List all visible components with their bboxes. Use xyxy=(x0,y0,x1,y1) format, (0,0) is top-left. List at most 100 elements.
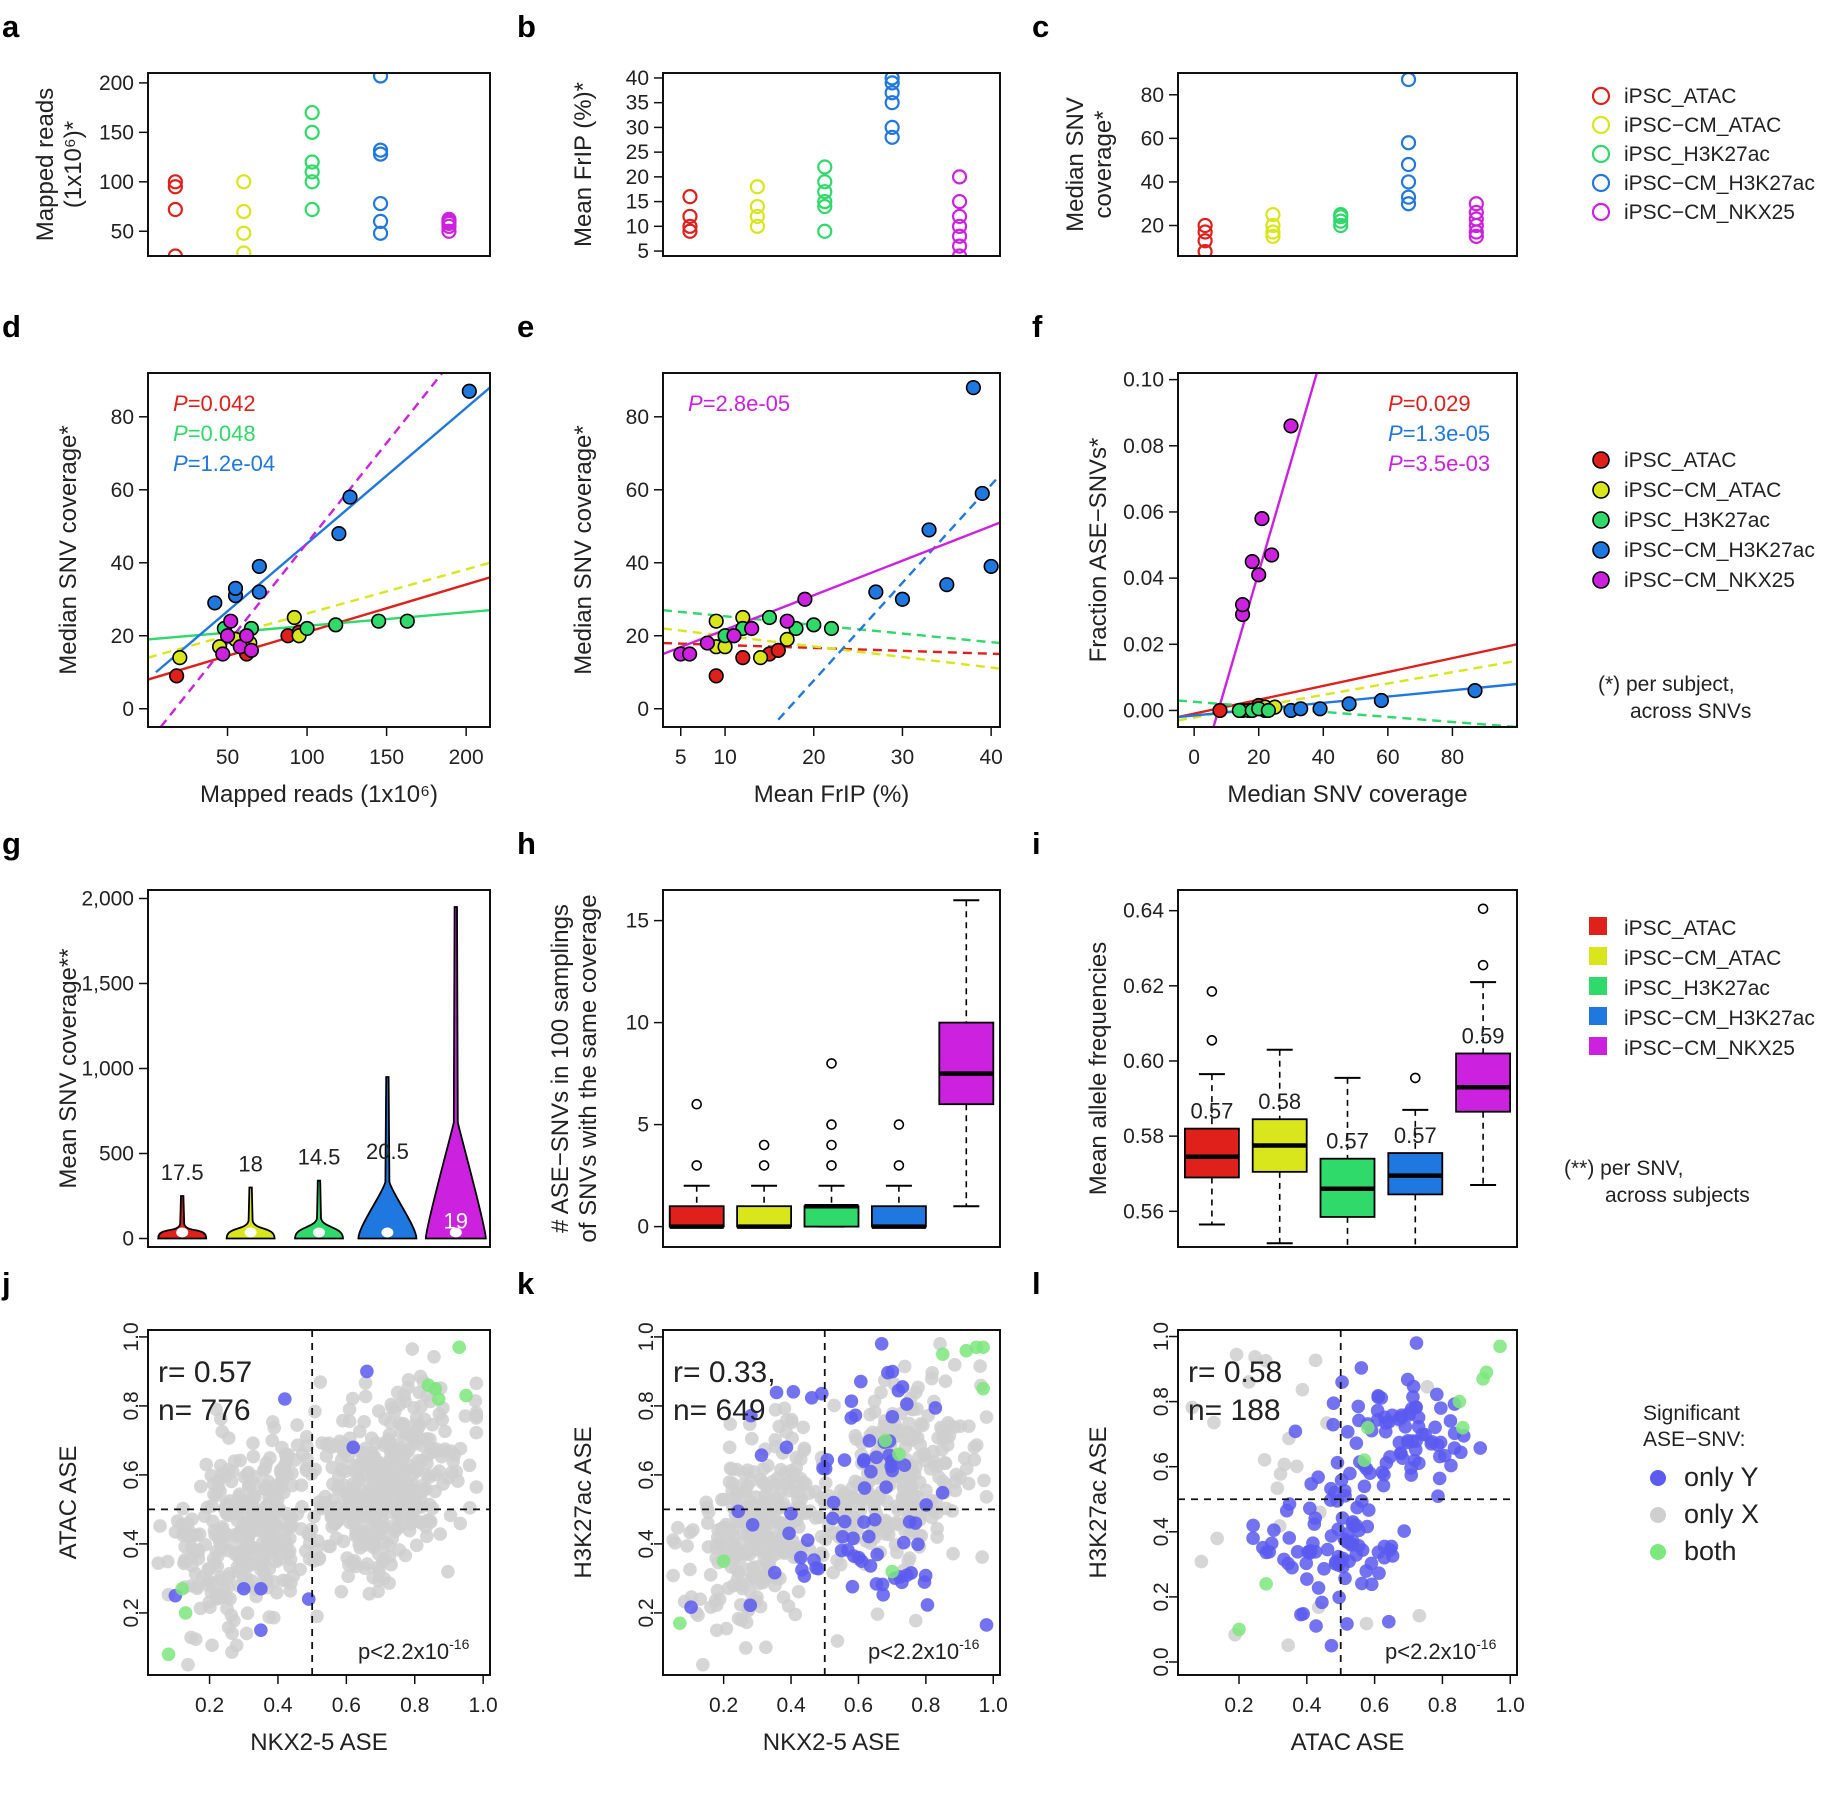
only-x-point xyxy=(666,1568,680,1583)
point-e xyxy=(868,584,884,600)
box-median-label: 0.59 xyxy=(1462,1023,1505,1048)
only-y-point xyxy=(1404,1468,1419,1482)
only-y-point xyxy=(782,1526,796,1541)
y-tick-label-b: 35 xyxy=(626,92,649,115)
only-y-point xyxy=(1354,1494,1369,1508)
point-c xyxy=(1197,217,1213,234)
only-x-point xyxy=(345,1391,360,1406)
x-axis-label-e: Mean FrIP (%) xyxy=(754,781,910,808)
only-y-point xyxy=(826,1495,841,1510)
panel-i: 0.57 0.58 0.57 0.57 0.59 i 0.56 0.58 0.60 0.62 0.6… xyxy=(1032,826,1518,1248)
point-a xyxy=(304,164,320,180)
only-x-point xyxy=(429,1467,443,1482)
point-a xyxy=(304,154,320,170)
sig-legend-label: both xyxy=(1684,1536,1737,1566)
only-y-point xyxy=(1288,1424,1303,1439)
only-x-point xyxy=(246,1436,260,1450)
only-y-point xyxy=(1340,1526,1355,1541)
point-f xyxy=(1312,701,1328,717)
violin-1 xyxy=(157,1195,208,1240)
y-tick-label-b: 30 xyxy=(626,116,649,139)
only-x-point xyxy=(738,1641,753,1655)
point-d xyxy=(251,558,267,575)
only-x-point xyxy=(933,1337,947,1351)
only-x-point xyxy=(403,1512,418,1526)
sig-legend-title-2: ASE−SNV: xyxy=(1643,1428,1746,1451)
violin-median-dot xyxy=(244,1227,257,1238)
only-x-point xyxy=(812,1510,827,1525)
box-h xyxy=(736,1205,792,1228)
y-tick-label-g: 1,000 xyxy=(81,1058,134,1081)
only-y-point xyxy=(867,1512,882,1527)
only-x-point xyxy=(723,1417,738,1431)
only-x-point xyxy=(359,1458,373,1473)
only-x-point xyxy=(729,1462,744,1477)
legend-boxes: iPSC_ATAC iPSC−CM_ATAC iPSC_H3K27ac iPSC−CM… xyxy=(1589,917,1815,1060)
both-point xyxy=(1259,1577,1273,1591)
point-d xyxy=(371,613,387,629)
only-x-point xyxy=(975,1550,989,1564)
only-y-point xyxy=(1360,1519,1375,1534)
only-y-point xyxy=(870,1547,884,1562)
only-x-point xyxy=(855,1494,869,1508)
only-x-point xyxy=(240,1606,255,1621)
only-y-point xyxy=(895,1380,910,1394)
p-value-d: P=0.048 xyxy=(173,421,256,446)
plot-area-b xyxy=(682,73,968,256)
fit-line-d xyxy=(148,561,490,659)
only-y-point xyxy=(1437,1448,1452,1463)
point-c xyxy=(1265,207,1281,223)
point-b xyxy=(749,208,765,225)
y-tick-label-e: 60 xyxy=(626,479,649,502)
box-h xyxy=(668,1205,725,1228)
point-e xyxy=(699,635,715,651)
only-x-point xyxy=(680,1539,694,1553)
point-e xyxy=(744,620,760,637)
only-x-point xyxy=(715,1523,729,1538)
point-b xyxy=(817,159,833,175)
only-y-point xyxy=(1351,1399,1366,1414)
only-y-point xyxy=(1447,1441,1462,1455)
only-x-point xyxy=(389,1461,404,1476)
only-x-point xyxy=(404,1475,419,1490)
only-x-point xyxy=(830,1634,845,1648)
only-x-point xyxy=(745,1498,759,1513)
only-y-point xyxy=(847,1549,861,1563)
p-value-f: P=0.029 xyxy=(1388,391,1471,416)
only-x-point xyxy=(902,1432,917,1447)
sample-n: n= 188 xyxy=(1188,1394,1281,1427)
point-c xyxy=(1400,189,1417,205)
only-x-point xyxy=(700,1516,715,1530)
scatter-dots-k xyxy=(666,1337,994,1672)
outlier-h xyxy=(826,1058,837,1069)
point-f xyxy=(1231,702,1247,719)
only-y-point xyxy=(1300,1572,1314,1586)
only-y-point xyxy=(854,1374,868,1389)
y-axis-label-e: Median SNV coverage* xyxy=(570,425,597,674)
only-x-point xyxy=(283,1531,297,1546)
point-f xyxy=(1467,683,1483,699)
only-x-point xyxy=(427,1349,441,1364)
legend-label: iPSC_H3K27ac xyxy=(1624,143,1770,166)
both-point xyxy=(1452,1394,1467,1409)
point-b xyxy=(817,184,833,200)
only-y-point xyxy=(911,1537,925,1552)
panel-label-i: i xyxy=(1032,826,1041,861)
only-x-point xyxy=(939,1430,954,1445)
x-tick-label-e: 30 xyxy=(891,746,914,769)
only-x-point xyxy=(225,1626,239,1641)
y-axis-label-h: # ASE−SNVs in 100 samplings xyxy=(547,904,574,1233)
panel-label-j: j xyxy=(1,1266,11,1301)
violin-2 xyxy=(225,1186,276,1240)
panel-label-g: g xyxy=(2,826,21,861)
y-axis-label-j: ATAC ASE xyxy=(55,1446,82,1560)
only-x-point xyxy=(796,1420,811,1435)
legend-label: iPSC_H3K27ac xyxy=(1624,509,1770,532)
outlier-h xyxy=(758,1139,770,1151)
legend-label: iPSC−CM_H3K27ac xyxy=(1624,1007,1815,1030)
only-x-point xyxy=(347,1480,361,1495)
only-x-point xyxy=(739,1615,754,1630)
point-d xyxy=(239,628,255,644)
only-x-point xyxy=(756,1476,770,1490)
only-y-point xyxy=(811,1561,826,1576)
